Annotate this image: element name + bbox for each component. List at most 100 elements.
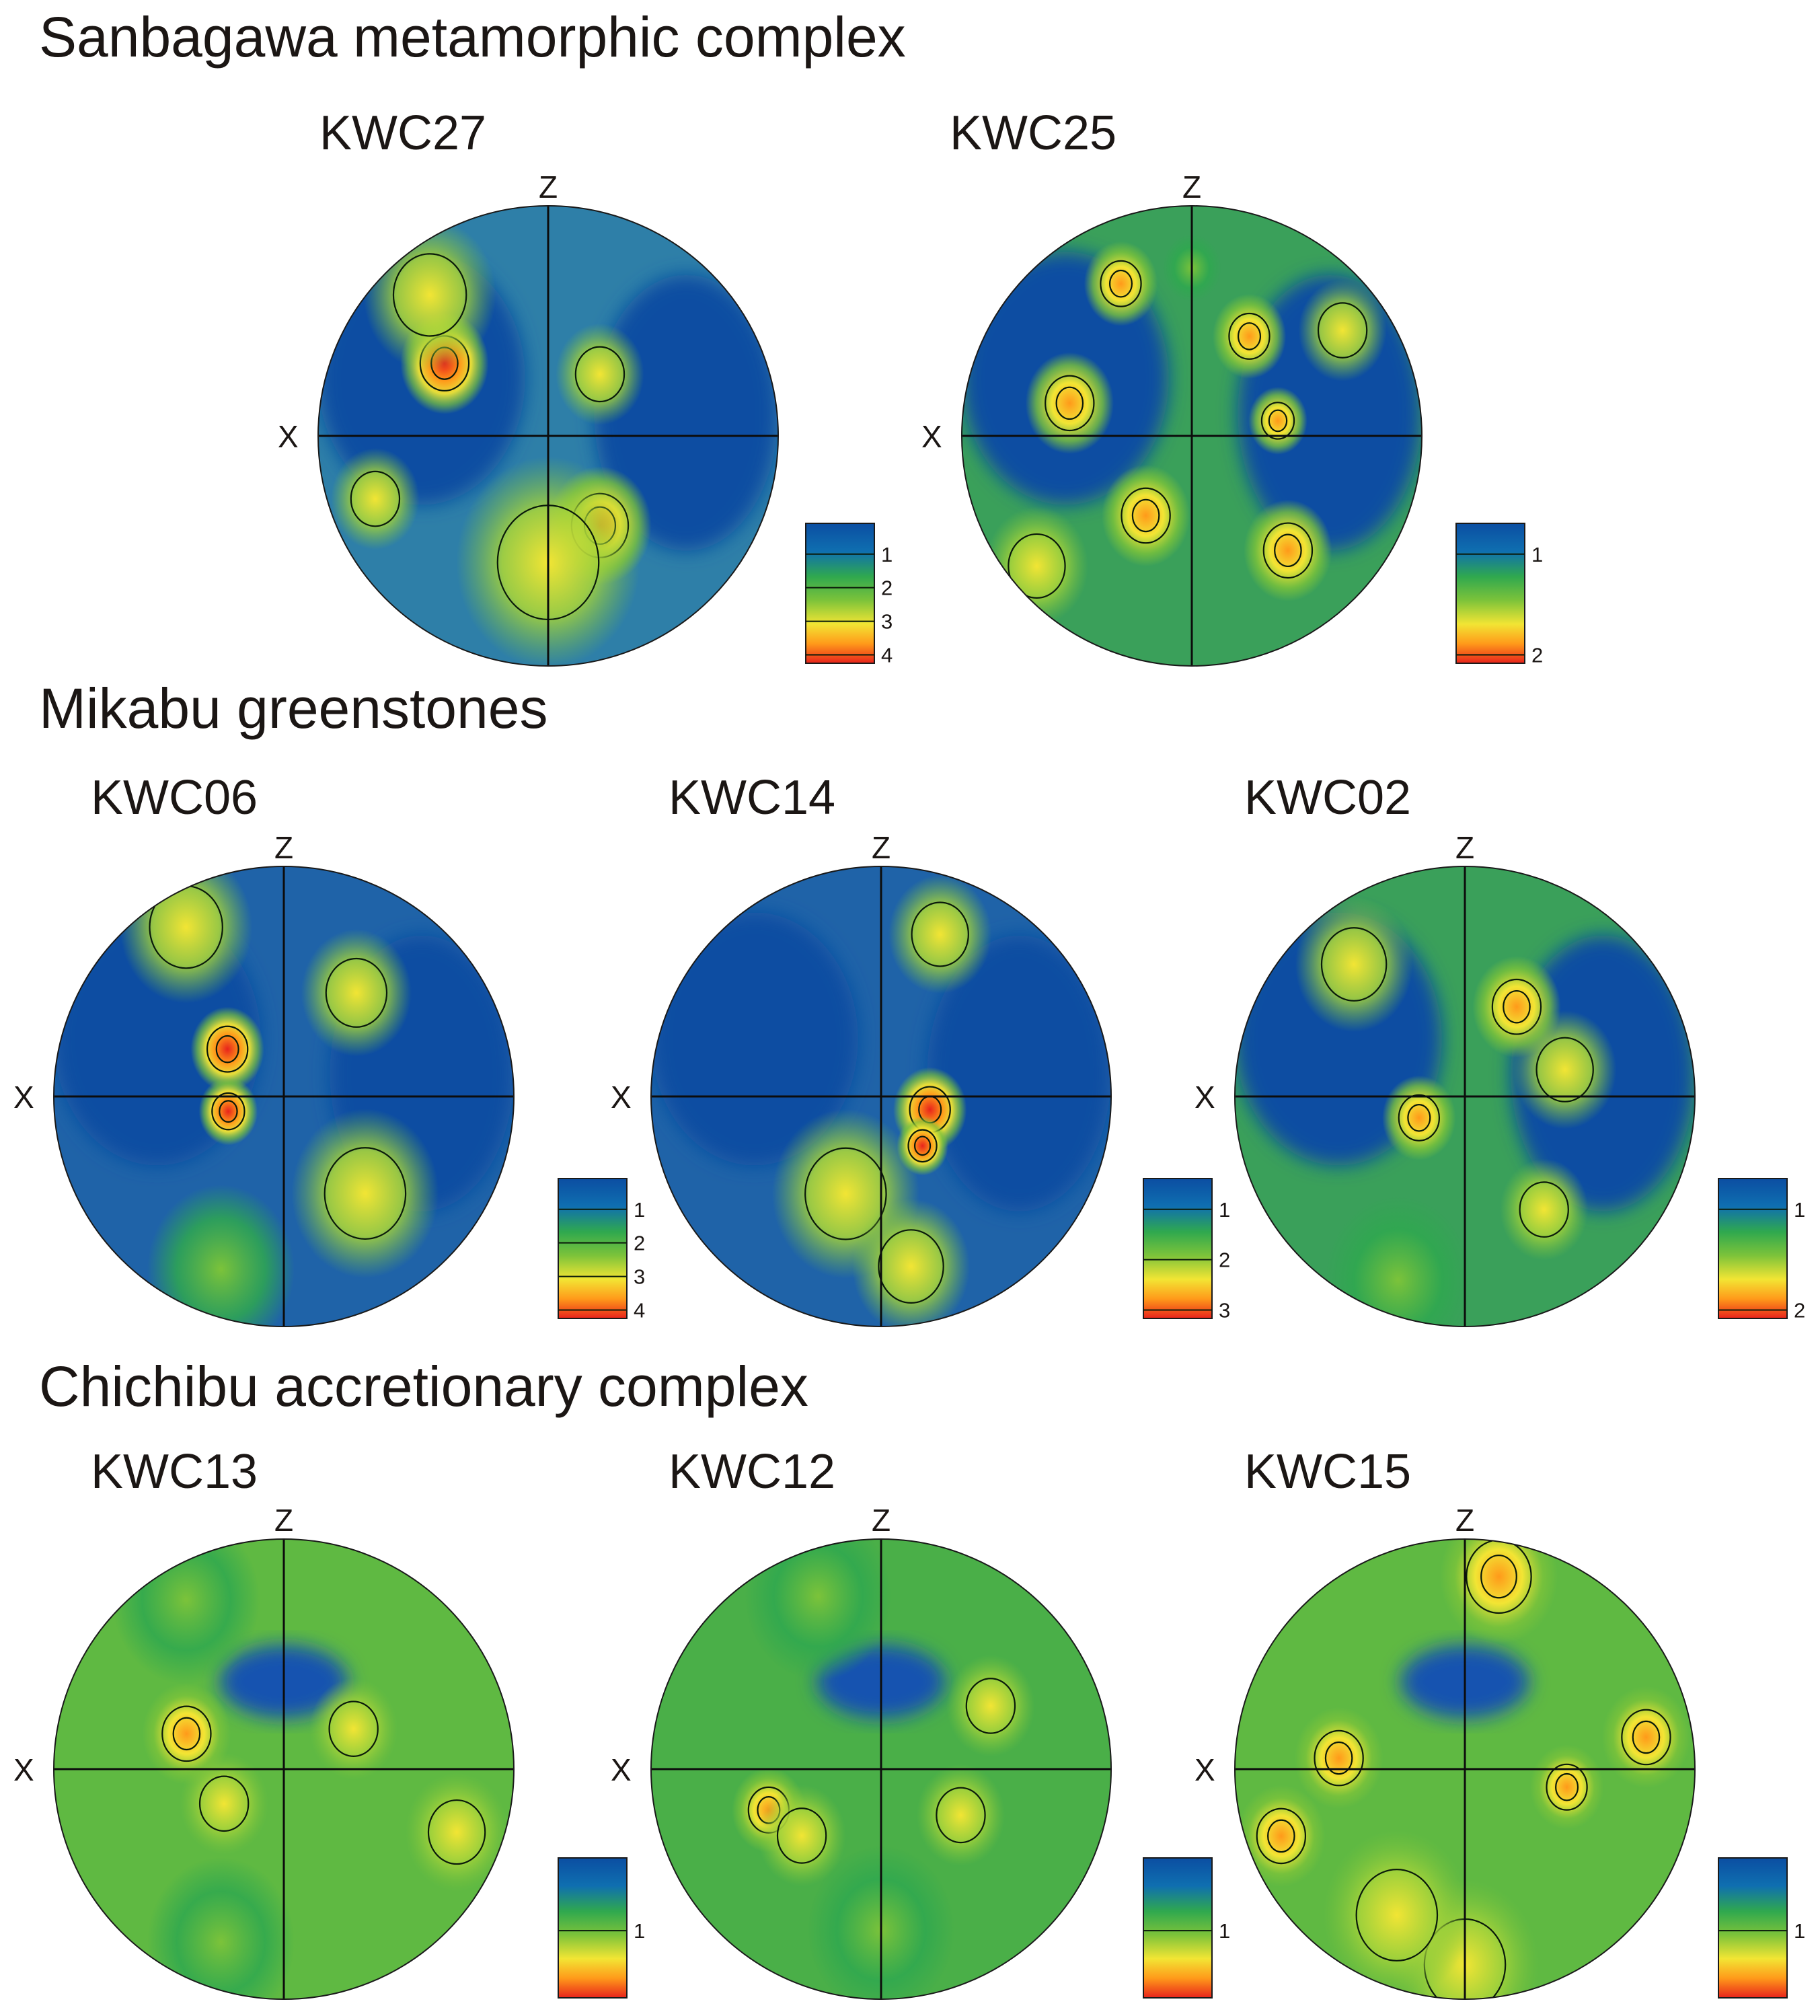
x-axis-label: X — [611, 1752, 632, 1787]
density-maximum — [1248, 387, 1307, 455]
color-scale-legend: 12 — [1455, 523, 1543, 667]
density-maximum — [888, 874, 992, 994]
contour-line — [1519, 1181, 1569, 1238]
low-density-lobe — [594, 274, 778, 551]
legend-label: 1 — [634, 1919, 645, 1943]
density-maximum — [1212, 293, 1287, 379]
density-maxima — [985, 233, 1387, 626]
density-maximum — [985, 507, 1089, 626]
density-maximum — [1324, 1195, 1472, 1327]
z-axis-label: Z — [274, 1503, 293, 1538]
sample-title-kwc02: KWC02 — [1244, 771, 1411, 825]
legend-label: 1 — [634, 1198, 645, 1222]
density-maximum — [744, 1539, 892, 1681]
contour-line — [1268, 409, 1288, 433]
net-outline — [650, 866, 1112, 1327]
legend-label: 1 — [1219, 1919, 1230, 1943]
density-maximum — [1323, 1830, 1471, 1999]
contour-line — [1262, 522, 1314, 579]
density-maximum — [112, 1539, 260, 1685]
contour-line — [911, 901, 969, 967]
density-maxima — [732, 1539, 1035, 1999]
density-maximum — [1382, 1075, 1456, 1160]
contour-line — [219, 1100, 238, 1123]
section-title: Sanbagawa metamorphic complex — [39, 5, 906, 69]
density-maxima — [1237, 1539, 1691, 1999]
contour-line — [1324, 1741, 1353, 1775]
contour-line — [1100, 260, 1142, 307]
legend-label: 1 — [1531, 543, 1543, 566]
contour-line — [1260, 402, 1295, 440]
density-maxima — [120, 866, 439, 1327]
contour-line — [1274, 533, 1302, 568]
color-scale-legend: 1 2 3 — [1143, 1178, 1230, 1322]
legend-label: 2 — [1531, 644, 1543, 667]
density-maximum — [1237, 1785, 1326, 1887]
color-scale-legend: 1 — [1143, 1857, 1230, 1999]
z-axis-label: Z — [1182, 170, 1201, 204]
contour-line — [1621, 1709, 1671, 1766]
density-maxima — [771, 874, 992, 1327]
contour-line — [878, 1229, 944, 1304]
contour-line — [427, 1799, 486, 1865]
legend-label: 1 — [881, 543, 893, 566]
color-scale-bar — [1455, 523, 1525, 664]
density-maximum — [120, 866, 253, 1004]
density-maximum — [1513, 1010, 1617, 1129]
legend-label: 2 — [1794, 1299, 1805, 1322]
x-axis-label: X — [278, 419, 299, 454]
density-maximum — [331, 448, 420, 550]
color-scale-legend: 1 — [558, 1857, 645, 1999]
contour-line — [328, 1701, 379, 1757]
z-axis-label: Z — [1455, 1503, 1474, 1538]
contour-line — [1317, 302, 1368, 359]
density-maximum — [1084, 241, 1158, 326]
contour-line — [913, 1135, 932, 1156]
color-scale-bar — [1718, 1178, 1788, 1319]
density-maximum — [757, 1785, 846, 1887]
contour-line — [1314, 1729, 1364, 1787]
sample-title-kwc14: KWC14 — [669, 771, 835, 825]
legend-label: 1 — [1794, 1198, 1805, 1222]
density-maximum — [1298, 279, 1387, 381]
z-axis-label: Z — [274, 830, 293, 865]
pole-figure-kwc13: Z X 1 — [13, 1503, 645, 2000]
contour-line — [172, 1717, 201, 1751]
contour-line — [1491, 978, 1542, 1035]
contour-line — [1407, 1103, 1431, 1132]
contour-line — [1632, 1720, 1661, 1754]
contour-line — [1480, 1555, 1517, 1599]
x-axis-label: X — [611, 1080, 632, 1115]
net-outline — [1234, 1538, 1696, 2000]
color-scale-bar — [1718, 1857, 1788, 1999]
contour-line — [804, 1147, 887, 1240]
contour-line — [1228, 312, 1271, 360]
pole-figure-kwc14: Z X 1 2 3 — [611, 830, 1230, 1327]
legend-label: 2 — [1219, 1248, 1230, 1272]
net-outline — [1234, 866, 1696, 1327]
density-maximum — [1529, 1744, 1604, 1830]
color-scale-bar — [805, 523, 875, 664]
sample-title-kwc27: KWC27 — [319, 106, 486, 160]
pole-figure-kwc06: Z X 1 2 3 4 — [13, 830, 645, 1327]
color-scale-legend: 1 2 3 4 — [805, 523, 893, 667]
sample-title-kwc06: KWC06 — [91, 771, 258, 825]
density-maximum — [1294, 1707, 1383, 1809]
pole-figure-kwc15: Z X 1 — [1195, 1503, 1805, 2000]
x-axis-label: X — [13, 1752, 34, 1787]
color-scale-legend: 1 2 3 4 — [558, 1178, 645, 1322]
pole-figure-kwc12: Z X 1 — [611, 1503, 1230, 2000]
x-axis-label: X — [1195, 1752, 1215, 1787]
net-outline — [961, 205, 1423, 667]
contour-line — [1267, 1819, 1295, 1853]
density-maximum — [1244, 499, 1332, 601]
contour-line — [350, 470, 401, 527]
contour-line — [907, 1129, 938, 1163]
density-maximum — [556, 323, 644, 425]
density-maximum — [1500, 1158, 1589, 1261]
contour-line — [161, 1705, 212, 1762]
density-maximum — [1601, 1686, 1691, 1789]
